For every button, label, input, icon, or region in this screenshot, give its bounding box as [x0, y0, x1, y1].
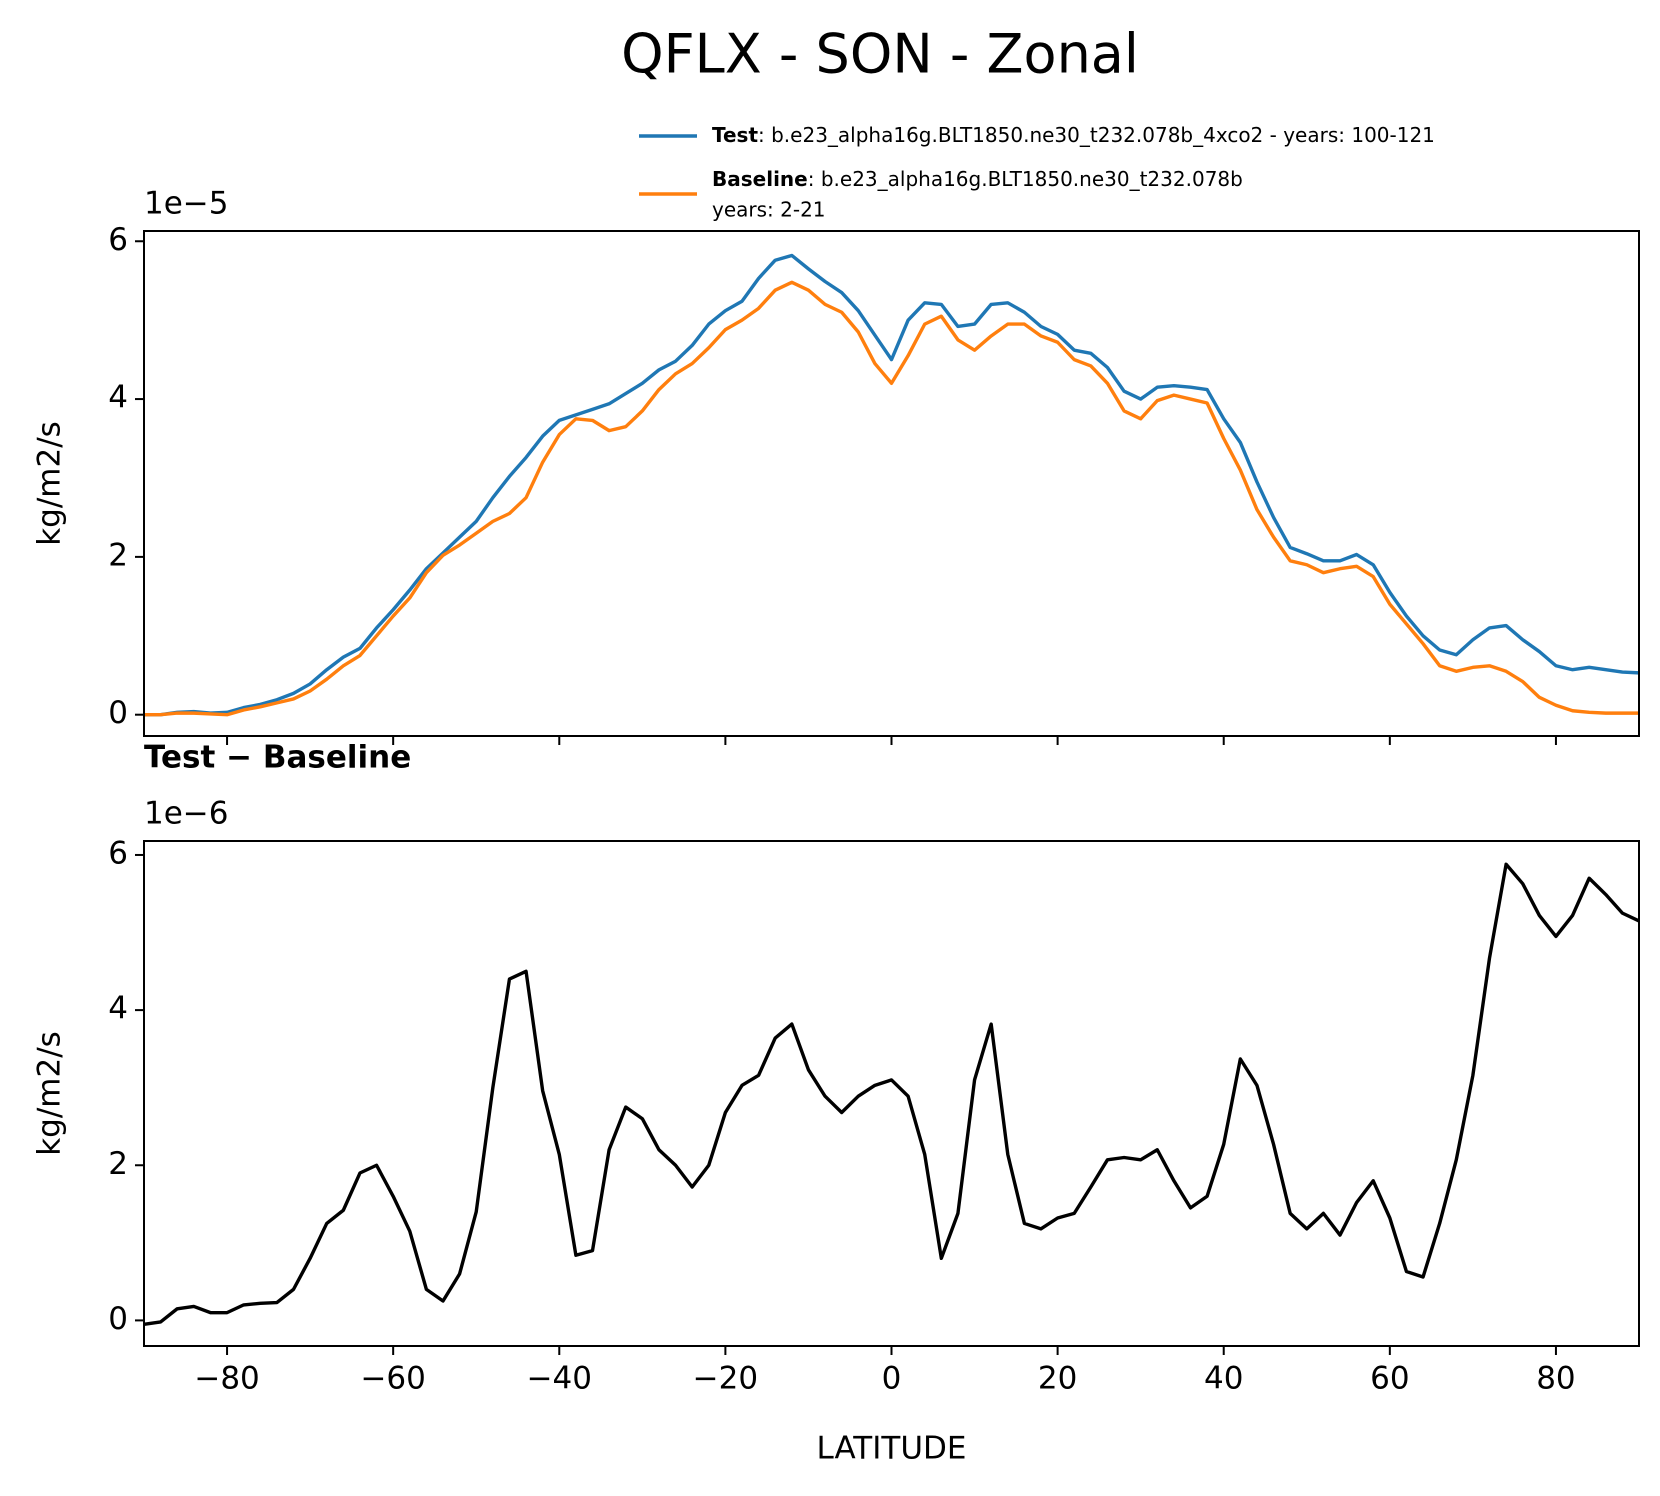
x-tick-label: −20 — [693, 1361, 758, 1397]
x-tick-label: 0 — [882, 1361, 902, 1397]
y-tick-label: 0 — [108, 1301, 128, 1337]
legend-description: : b.e23_alpha16g.BLT1850.ne30_t232.078b — [808, 167, 1243, 191]
legend-description: years: 2-21 — [712, 198, 826, 222]
x-tick-label: −40 — [527, 1361, 592, 1397]
y-tick-label: 4 — [108, 380, 128, 416]
legend-label: Baseline: b.e23_alpha16g.BLT1850.ne30_t2… — [712, 167, 1243, 191]
figure-title: QFLX - SON - Zonal — [621, 23, 1139, 86]
x-tick-label: 20 — [1038, 1361, 1077, 1397]
y-tick-label: 2 — [108, 1146, 128, 1182]
data-line — [144, 280, 1639, 717]
data-line — [144, 253, 1640, 717]
y-tick-label: 4 — [108, 991, 128, 1027]
y-tick-label: 2 — [108, 537, 128, 573]
y-axis-label: kg/m2/s — [32, 1031, 68, 1156]
y-axis-label: kg/m2/s — [32, 421, 68, 546]
legend-description: : b.e23_alpha16g.BLT1850.ne30_t232.078b_… — [758, 123, 1435, 147]
data-line — [143, 862, 1640, 1326]
plot-frame — [143, 840, 1640, 1347]
x-tick-label: 80 — [1536, 1361, 1575, 1397]
offset-label: 1e−6 — [144, 796, 229, 832]
legend-label: Test: b.e23_alpha16g.BLT1850.ne30_t232.0… — [712, 123, 1435, 147]
y-tick-label: 6 — [108, 835, 128, 871]
y-tick-label: 6 — [108, 222, 128, 258]
x-tick-label: −80 — [194, 1361, 259, 1397]
x-axis-label: LATITUDE — [817, 1431, 967, 1467]
offset-label: 1e−5 — [144, 186, 229, 222]
x-tick-label: 40 — [1204, 1361, 1243, 1397]
y-tick-label: 0 — [108, 695, 128, 731]
legend-name: Baseline — [712, 167, 808, 191]
x-tick-label: −60 — [360, 1361, 425, 1397]
x-tick-label: 60 — [1370, 1361, 1409, 1397]
subplot-title: Test − Baseline — [144, 740, 411, 776]
legend-name: Test — [712, 123, 758, 147]
plot-frame — [143, 230, 1640, 737]
